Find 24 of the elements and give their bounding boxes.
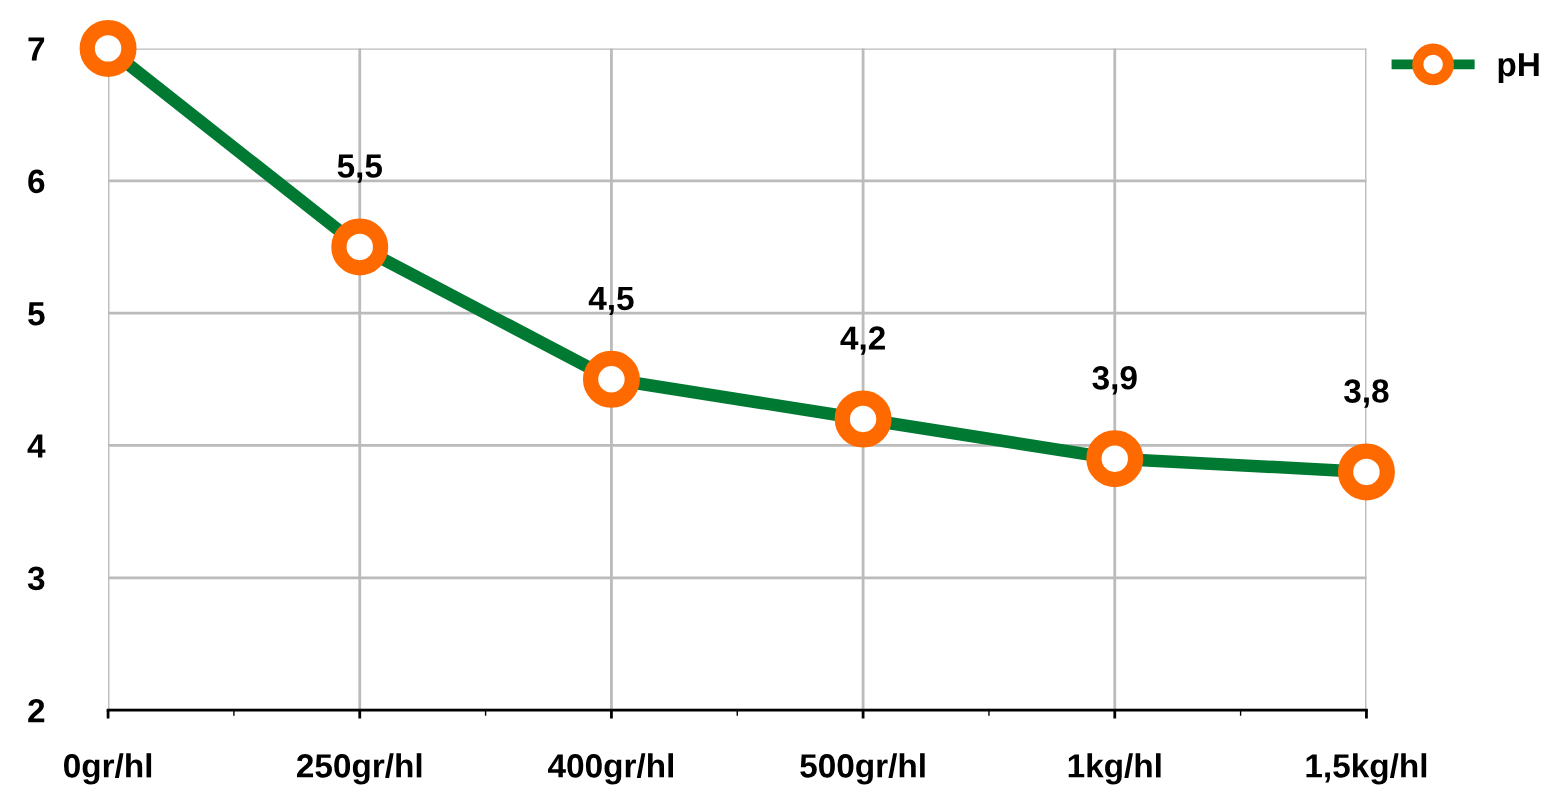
point: [834, 390, 892, 448]
y-tick-label: 7: [28, 37, 45, 61]
point: [582, 350, 640, 408]
y-tick-label: 5: [28, 302, 45, 326]
point: [1086, 430, 1144, 488]
y-tick-label: 4: [27, 434, 46, 458]
data-label: 4,5: [588, 286, 634, 316]
x-tick-label: 0gr/hl: [64, 753, 152, 785]
data-label: 4,2: [840, 326, 885, 355]
data-label: 5,5: [337, 154, 382, 183]
x-tick-label: 250gr/hl: [297, 753, 422, 785]
x-tick-label: 500gr/hl: [800, 753, 925, 785]
data-label: 3,9: [1092, 366, 1137, 395]
x-tick-label: 400gr/hl: [548, 753, 673, 785]
y-tick-label: 3: [27, 566, 45, 591]
point: [331, 218, 389, 276]
x-tick-label: 1,5kg/hl: [1306, 753, 1427, 785]
x-tick-label: 1kg/hl: [1068, 753, 1161, 785]
data-label: 3,8: [1344, 379, 1389, 408]
point: [1337, 443, 1395, 501]
point: [79, 19, 137, 77]
y-tick-label: 2: [28, 698, 45, 723]
y-tick-label: 6: [28, 169, 45, 194]
legend-label: pH: [1498, 53, 1539, 84]
